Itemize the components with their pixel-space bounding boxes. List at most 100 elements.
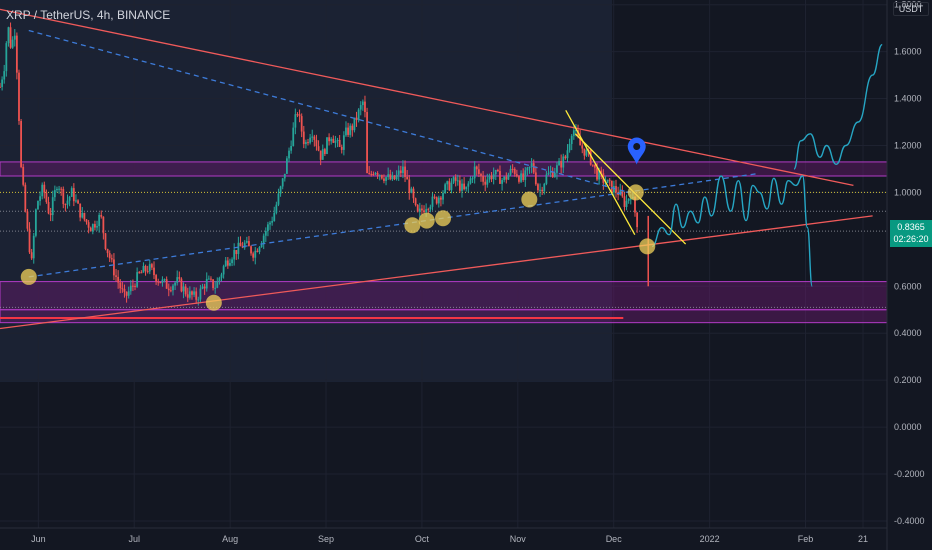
candle-body — [467, 183, 470, 187]
candle-body — [207, 278, 210, 280]
candle-body — [549, 171, 552, 173]
candle-body — [51, 197, 54, 216]
candle-body — [7, 27, 10, 44]
candle-body — [442, 192, 444, 200]
candle-body — [338, 139, 341, 147]
candle-body — [547, 172, 550, 175]
candle-body — [482, 175, 485, 182]
candle-body — [418, 208, 421, 212]
candle-body — [20, 120, 22, 167]
candle-body — [163, 279, 166, 281]
candle-body — [501, 180, 503, 184]
candle-body — [148, 264, 151, 272]
candle-body — [140, 272, 143, 274]
candle-body — [480, 174, 482, 176]
candle-body — [199, 288, 202, 300]
candle-body — [404, 166, 406, 177]
candle-body — [100, 214, 103, 217]
candle-body — [210, 278, 212, 280]
candle-body — [138, 272, 141, 274]
candle-body — [625, 200, 628, 207]
pivot-marker — [205, 294, 222, 311]
candle-body — [608, 179, 611, 181]
candle-body — [596, 167, 598, 180]
candle-body — [414, 198, 417, 205]
candle-body — [188, 291, 191, 298]
pin-body — [627, 137, 646, 165]
prediction-layer — [651, 43, 883, 287]
candle-body — [3, 71, 6, 80]
candle-body — [560, 160, 563, 168]
candle-body — [461, 183, 463, 191]
candle-body — [380, 175, 383, 179]
candle-body — [182, 286, 185, 292]
candle-body — [496, 169, 499, 172]
candle-body — [32, 235, 35, 259]
candle-body — [235, 250, 238, 255]
candle-body — [425, 209, 428, 213]
candle-body — [566, 150, 569, 159]
candle-body — [45, 192, 48, 202]
candle-body — [260, 243, 263, 248]
candle-body — [507, 174, 510, 180]
candle-body — [94, 224, 96, 228]
candle-body — [465, 186, 468, 190]
candle-body — [186, 294, 189, 298]
candle-body — [169, 290, 172, 292]
candle-body — [336, 139, 339, 141]
candle-body — [37, 200, 39, 210]
candle-body — [127, 291, 130, 296]
candle-body — [509, 168, 512, 175]
candle-body — [368, 173, 371, 175]
candle-body — [378, 175, 381, 177]
candle-body — [5, 43, 8, 72]
candle-body — [252, 253, 255, 258]
candle-body — [294, 114, 297, 128]
candle-body — [342, 135, 345, 150]
y-tick-label: 1.6000 — [894, 47, 922, 57]
candle-body — [385, 177, 387, 181]
last-price-tag: 0.8365 02:26:20 — [890, 220, 932, 247]
candle-body — [406, 176, 409, 180]
candle-body — [321, 149, 324, 160]
candle-body — [370, 173, 373, 175]
candle-body — [435, 197, 438, 204]
candle-body — [106, 248, 109, 254]
candle-body — [450, 182, 453, 191]
candle-body — [24, 184, 27, 212]
candle-body — [13, 35, 16, 40]
hline-layer — [0, 191, 887, 319]
candle-body — [621, 190, 624, 197]
candle-body — [174, 282, 176, 286]
candle-body — [117, 276, 120, 283]
candle-body — [1, 79, 4, 87]
candle-body — [298, 114, 301, 117]
candle-body — [395, 174, 398, 180]
candle-body — [353, 117, 356, 131]
y-tick-label: 0.4000 — [894, 328, 922, 338]
candle-body — [26, 211, 29, 229]
candle-body — [262, 235, 265, 244]
y-tick-label: 1.2000 — [894, 140, 922, 150]
candle-body — [469, 178, 472, 184]
candle-body — [125, 291, 128, 296]
pivot-marker — [20, 268, 37, 285]
candle-body — [503, 176, 506, 181]
pivot-marker — [639, 238, 656, 255]
candle-body — [568, 144, 571, 151]
candle-body — [359, 105, 362, 110]
candle-body — [539, 189, 541, 191]
candle-body — [423, 210, 425, 213]
y-tick-label: 0.6000 — [894, 281, 922, 291]
candle-body — [300, 116, 303, 132]
currency-label[interactable]: USDT — [893, 2, 929, 16]
candle-body — [290, 146, 293, 151]
candle-body — [77, 200, 79, 204]
candle-body — [543, 183, 546, 192]
candle-body — [121, 288, 124, 290]
candle-body — [75, 200, 77, 202]
candle-body — [355, 117, 358, 120]
candle-body — [492, 174, 495, 180]
